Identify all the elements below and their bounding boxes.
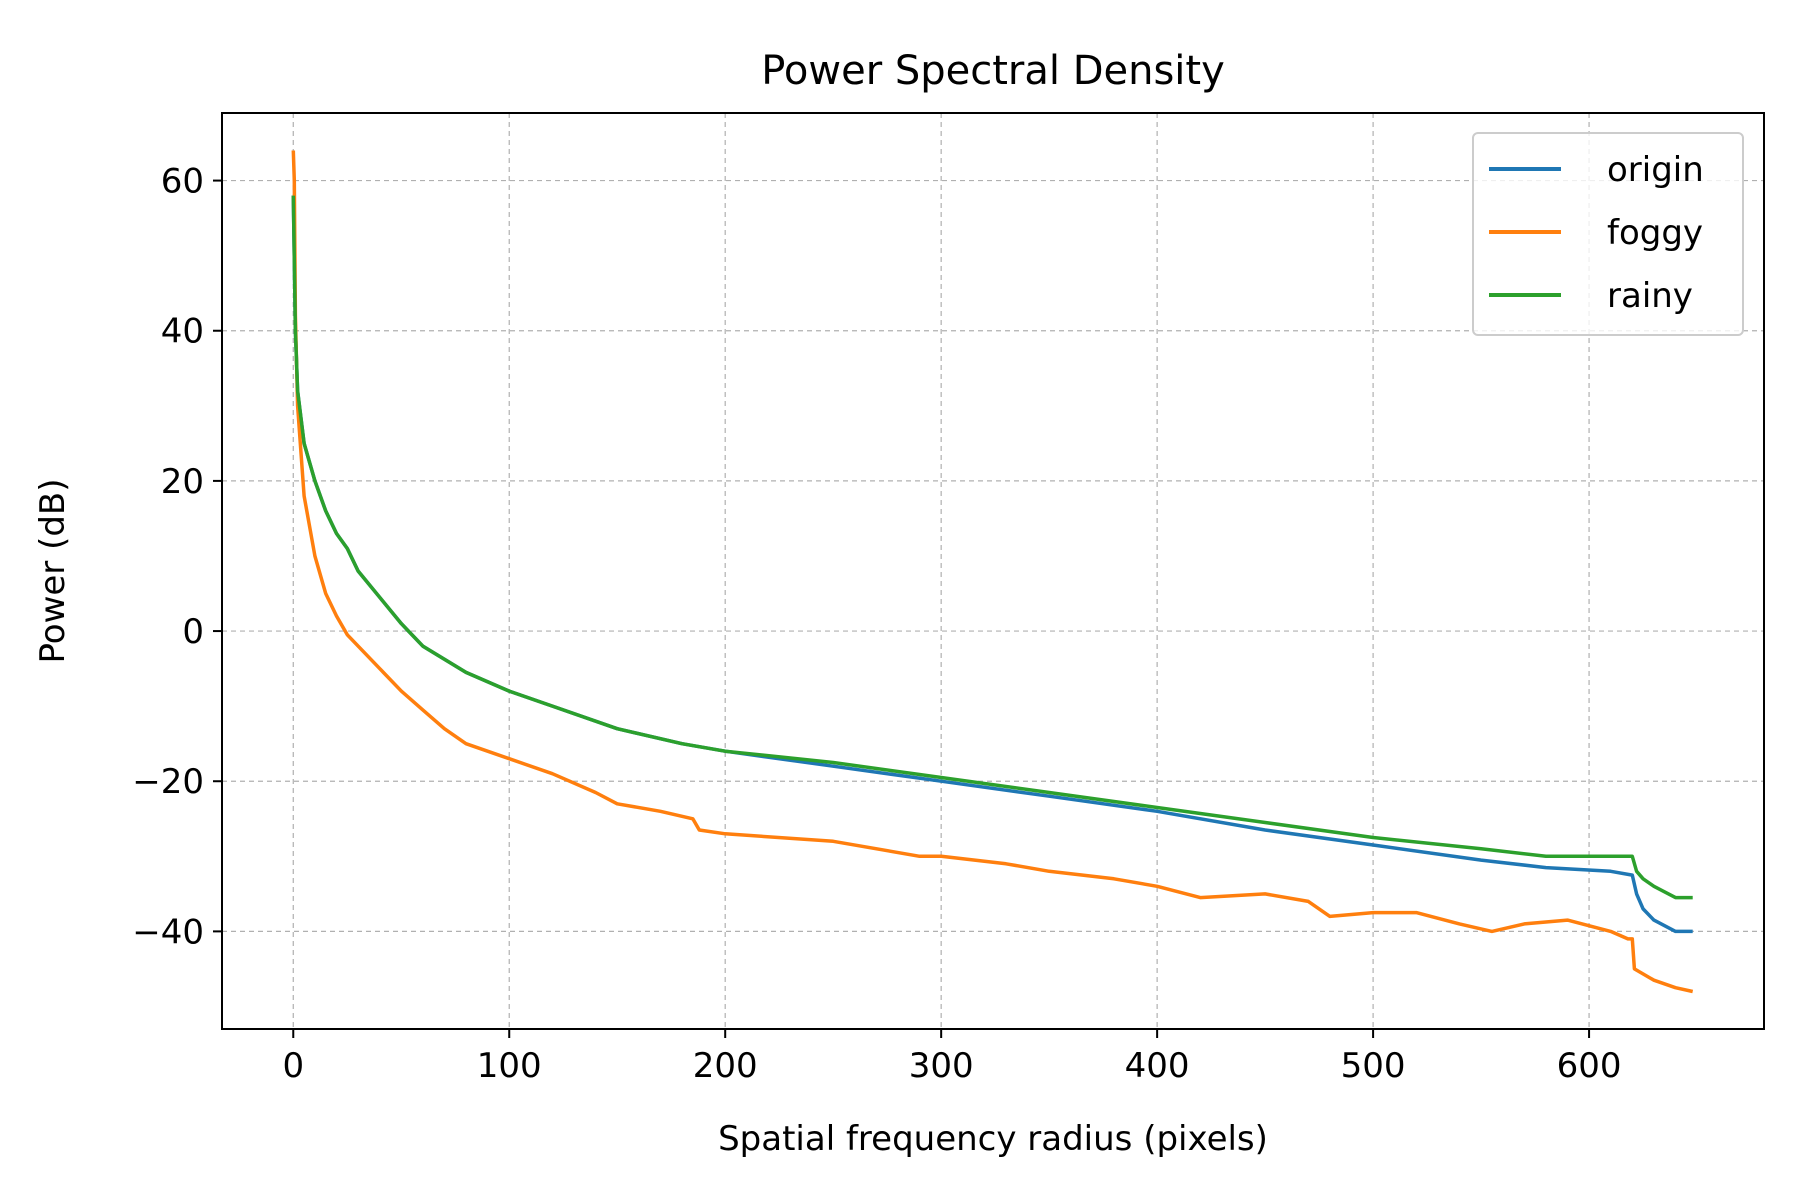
- y-tick-label: 0: [182, 612, 204, 652]
- x-tick-label: 300: [909, 1046, 974, 1086]
- legend-items: origin foggy rainy: [1489, 150, 1704, 316]
- y-tick-label: −20: [132, 762, 204, 802]
- y-tick-label: 20: [161, 462, 204, 502]
- legend: origin foggy rainy: [1472, 132, 1744, 336]
- x-tick-label: 400: [1125, 1046, 1190, 1086]
- y-tick-label: 40: [161, 312, 204, 352]
- y-tick-label: −40: [132, 912, 204, 952]
- x-axis-label: Spatial frequency radius (pixels): [718, 1119, 1268, 1159]
- chart-title: Power Spectral Density: [761, 48, 1225, 94]
- x-tick-label: 200: [693, 1046, 758, 1086]
- legend-box: [1472, 132, 1744, 336]
- x-tick-label: 100: [477, 1046, 542, 1086]
- legend-label-origin: origin: [1607, 150, 1704, 190]
- grid: [222, 113, 1764, 1029]
- legend-label-foggy: foggy: [1607, 213, 1703, 253]
- x-tick-label: 0: [282, 1046, 304, 1086]
- y-axis-label: Power (dB): [33, 478, 73, 663]
- series-line-rainy: [291, 195, 1693, 900]
- series-line-foggy: [291, 150, 1694, 994]
- y-tick-label: 60: [161, 162, 204, 202]
- plot-area-frame: [221, 112, 1765, 1030]
- x-tick-label: 500: [1341, 1046, 1406, 1086]
- series-lines: [291, 150, 1694, 994]
- x-tick-label: 600: [1557, 1046, 1622, 1086]
- legend-label-rainy: rainy: [1607, 276, 1693, 316]
